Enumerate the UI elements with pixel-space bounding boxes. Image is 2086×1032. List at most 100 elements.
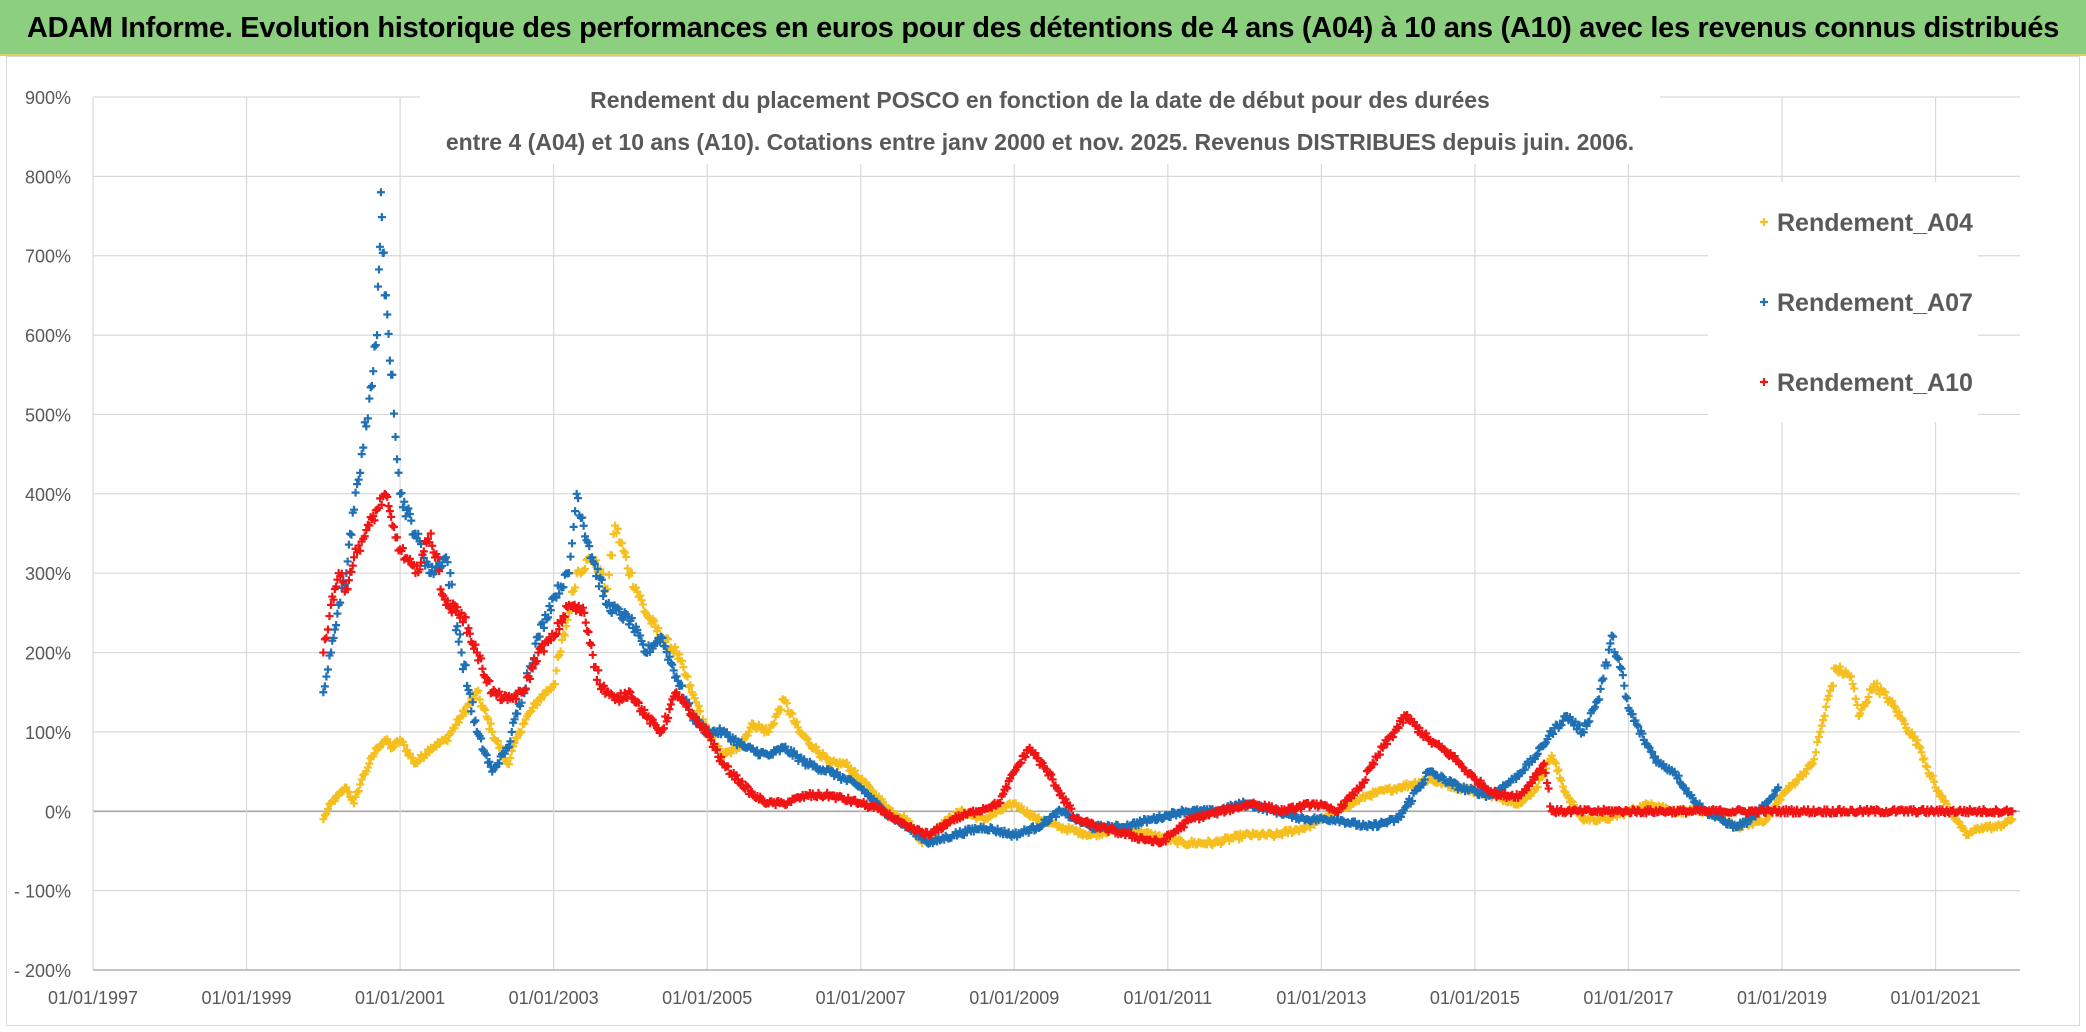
interpolated-point — [1606, 639, 1615, 648]
interpolated-point — [330, 625, 339, 634]
interpolated-point — [574, 601, 583, 610]
interpolated-point — [555, 589, 564, 598]
interpolated-point — [1743, 819, 1752, 828]
y-tick-label: 400% — [25, 485, 71, 505]
interpolated-point — [1850, 684, 1859, 693]
interpolated-point — [1889, 701, 1898, 710]
interpolated-point — [507, 747, 516, 756]
interpolated-point — [513, 733, 522, 742]
interpolated-point — [775, 747, 784, 756]
interpolated-point — [1420, 775, 1429, 784]
interpolated-point — [571, 507, 580, 516]
interpolated-point — [369, 512, 378, 521]
interpolated-point — [1398, 718, 1407, 727]
interpolated-point — [788, 709, 797, 718]
interpolated-point — [1820, 711, 1829, 720]
interpolated-point — [1370, 760, 1379, 769]
chart-title-line-1: Rendement du placement POSCO en fonction… — [590, 87, 1490, 113]
interpolated-point — [1851, 694, 1860, 703]
interpolated-point — [654, 624, 663, 633]
interpolated-point — [738, 777, 747, 786]
interpolated-point — [375, 242, 384, 251]
interpolated-point — [846, 764, 855, 773]
interpolated-point — [842, 758, 851, 767]
interpolated-point — [1824, 692, 1833, 701]
interpolated-point — [1801, 769, 1810, 778]
interpolated-point — [1213, 810, 1222, 819]
interpolated-point — [453, 622, 462, 631]
interpolated-point — [1575, 721, 1584, 730]
interpolated-point — [999, 789, 1008, 798]
interpolated-point — [337, 569, 346, 578]
interpolated-point — [1623, 694, 1632, 703]
interpolated-point — [732, 771, 741, 780]
interpolated-point — [852, 771, 861, 780]
interpolated-point — [552, 593, 561, 602]
data-point — [326, 600, 335, 609]
interpolated-point — [673, 676, 682, 685]
data-point — [319, 688, 328, 697]
data-point — [442, 553, 451, 562]
interpolated-point — [482, 751, 491, 760]
interpolated-point — [424, 560, 433, 569]
y-tick-label: - 100% — [14, 882, 71, 902]
interpolated-point — [1057, 789, 1066, 798]
data-point — [442, 735, 451, 744]
interpolated-point — [812, 742, 821, 751]
interpolated-point — [484, 715, 493, 724]
interpolated-point — [400, 497, 409, 506]
interpolated-point — [1930, 777, 1939, 786]
interpolated-point — [436, 585, 445, 594]
interpolated-point — [2006, 816, 2015, 825]
interpolated-point — [1020, 751, 1029, 760]
interpolated-point — [802, 733, 811, 742]
interpolated-point — [404, 504, 413, 513]
interpolated-point — [363, 414, 372, 423]
interpolated-point — [996, 798, 1005, 807]
data-point — [388, 743, 397, 752]
interpolated-point — [478, 745, 487, 754]
interpolated-point — [362, 422, 371, 431]
interpolated-point — [1365, 764, 1374, 773]
data-point — [388, 521, 397, 530]
interpolated-point — [683, 672, 692, 681]
interpolated-point — [495, 687, 504, 696]
interpolated-point — [403, 505, 412, 514]
interpolated-point — [370, 342, 379, 351]
data-point — [1816, 727, 1825, 736]
interpolated-point — [1863, 698, 1872, 707]
interpolated-point — [593, 564, 602, 573]
interpolated-point — [323, 625, 332, 634]
interpolated-point — [511, 694, 520, 703]
interpolated-point — [1415, 723, 1424, 732]
legend-marker-Rendement_A10 — [1760, 378, 1768, 386]
data-point — [672, 672, 681, 681]
x-tick-label: 01/01/2019 — [1737, 988, 1827, 1008]
interpolated-point — [664, 635, 673, 644]
interpolated-point — [690, 694, 699, 703]
interpolated-point — [552, 630, 561, 639]
interpolated-point — [683, 701, 692, 710]
interpolated-point — [579, 521, 588, 530]
interpolated-point — [560, 613, 569, 622]
interpolated-point — [869, 787, 878, 796]
interpolated-point — [620, 548, 629, 557]
interpolated-point — [535, 632, 544, 641]
interpolated-point — [634, 698, 643, 707]
interpolated-point — [1603, 661, 1612, 670]
interpolated-point — [1512, 774, 1521, 783]
interpolated-point — [782, 699, 791, 708]
interpolated-point — [329, 633, 338, 642]
interpolated-point — [1595, 695, 1604, 704]
interpolated-point — [1546, 802, 1555, 811]
interpolated-point — [539, 647, 548, 656]
interpolated-point — [558, 618, 567, 627]
interpolated-point — [692, 713, 701, 722]
interpolated-point — [1813, 738, 1822, 747]
interpolated-point — [354, 541, 363, 550]
interpolated-point — [552, 666, 561, 675]
interpolated-point — [1610, 648, 1619, 657]
interpolated-point — [588, 650, 597, 659]
interpolated-point — [348, 561, 357, 570]
interpolated-point — [742, 781, 751, 790]
